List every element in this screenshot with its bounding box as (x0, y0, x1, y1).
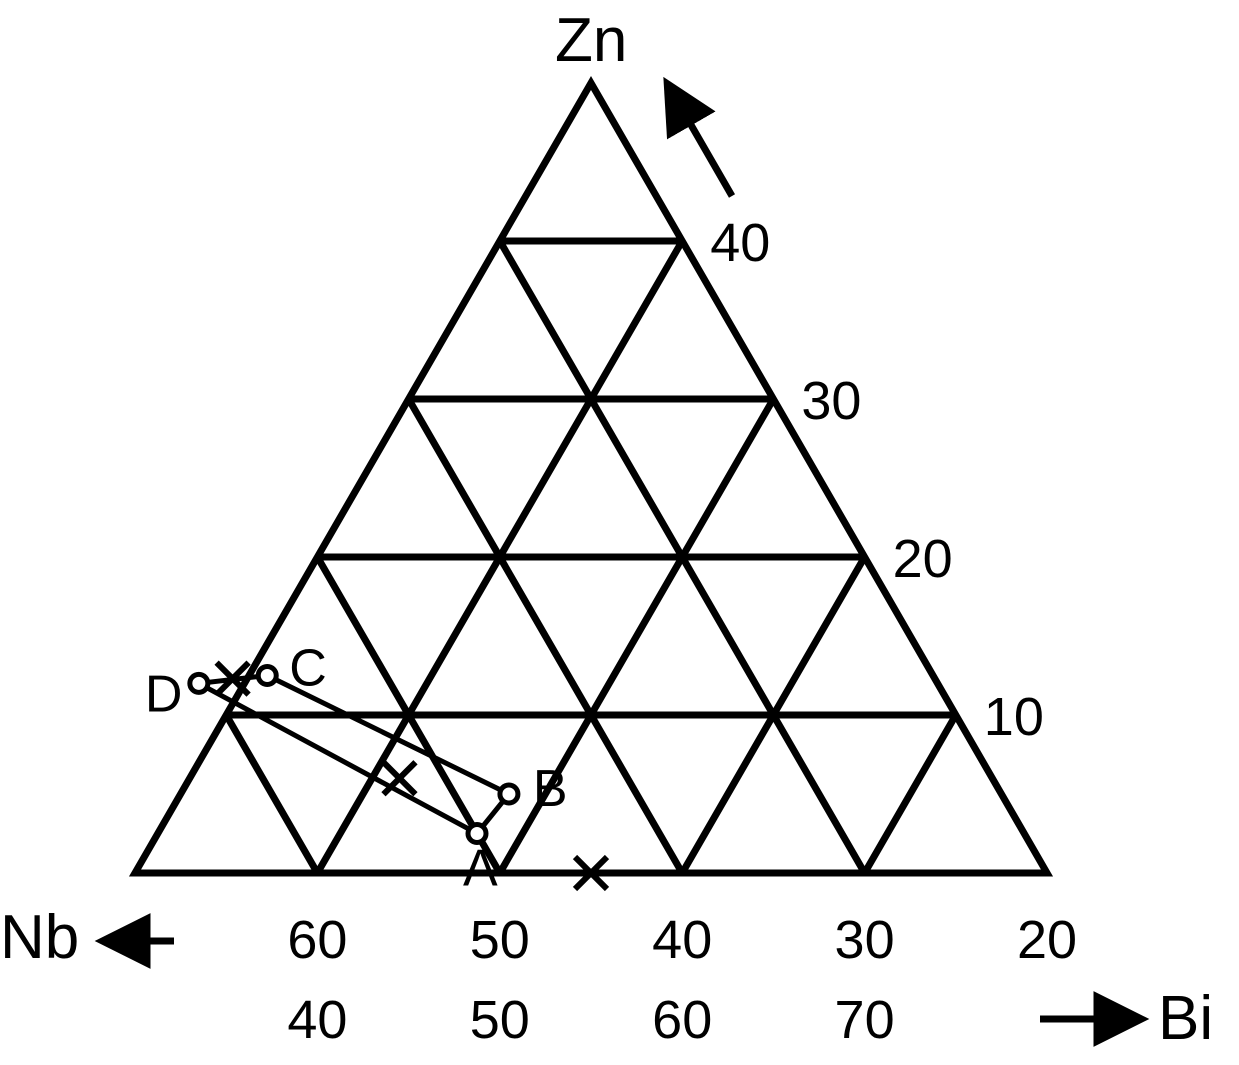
bi-tick-bottom: 40 (287, 990, 347, 1050)
grid-line-bi (865, 715, 956, 873)
nb-tick-top: 60 (287, 910, 347, 970)
data-point-label-c: C (289, 640, 327, 698)
zn-axis-arrow (668, 85, 732, 196)
zn-axis-label: Zn (555, 6, 627, 75)
nb-tick-top: 30 (835, 910, 895, 970)
bi-tick-bottom: 70 (835, 990, 895, 1050)
zn-tick-label: 20 (893, 529, 953, 589)
bi-tick-bottom: 60 (652, 990, 712, 1050)
bi-axis-label: Bi (1158, 984, 1213, 1053)
nb-tick-top: 20 (1017, 910, 1077, 970)
data-point-label-d: D (145, 665, 183, 723)
data-point-label-b: B (533, 760, 568, 818)
data-point-b (500, 785, 518, 803)
data-point-d (190, 674, 208, 692)
bi-tick-bottom: 50 (470, 990, 530, 1050)
nb-tick-top: 50 (470, 910, 530, 970)
zn-tick-label: 30 (801, 371, 861, 431)
nb-axis-label: Nb (0, 903, 79, 972)
data-point-c (258, 667, 276, 685)
data-point-label-a: A (463, 840, 498, 898)
zn-tick-label: 10 (984, 687, 1044, 747)
nb-tick-top: 40 (652, 910, 712, 970)
zn-tick-label: 40 (710, 213, 770, 273)
ternary-outline (135, 83, 1047, 873)
